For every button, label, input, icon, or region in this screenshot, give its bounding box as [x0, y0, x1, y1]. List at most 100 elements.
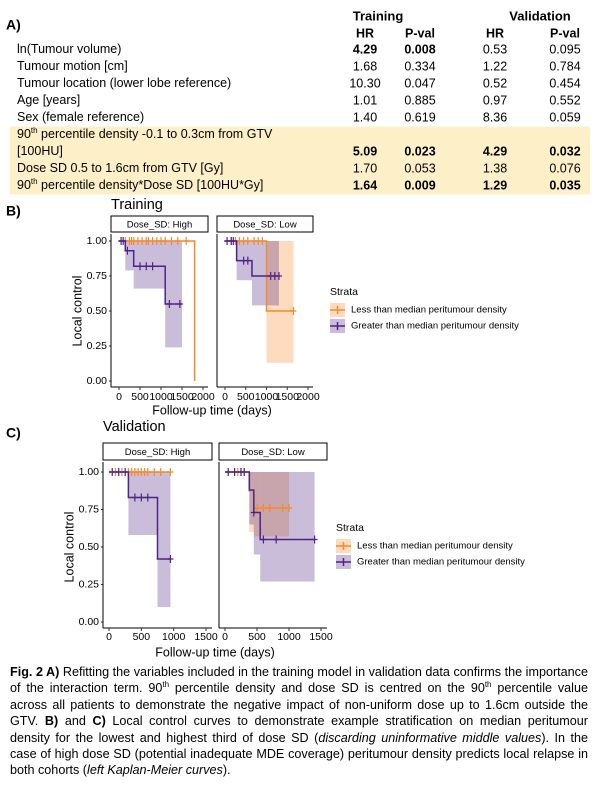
cell: 0.047	[404, 76, 435, 90]
censor-mark	[151, 468, 158, 476]
x-tick-label: 0	[106, 631, 112, 643]
censor-mark	[168, 237, 175, 245]
caption-text: discarding uninformative middle values	[318, 730, 542, 745]
censor-mark	[273, 535, 280, 544]
censor-mark	[279, 504, 286, 512]
censor-mark	[241, 468, 248, 476]
y-tick-label: 0.50	[79, 541, 100, 553]
row-label-part: [100HU]	[17, 144, 63, 158]
y-axis-label: Local control	[62, 512, 76, 583]
cell: 0.619	[404, 110, 435, 124]
caption-text: percentile density and dose SD is centre…	[169, 681, 485, 696]
x-tick-label: 0	[222, 631, 228, 643]
y-tick-label: 0.50	[87, 305, 108, 317]
row-label-part: Sex (female reference)	[17, 110, 144, 124]
x-tick-label: 1500	[309, 631, 333, 643]
confidence-band	[128, 472, 158, 535]
facet-strip-label: Dose_SD: Low	[233, 220, 297, 231]
facet-strip-label: Dose_SD: High	[127, 220, 192, 231]
y-tick-label: 0.00	[87, 375, 108, 387]
legend-key-line	[330, 306, 345, 314]
censor-mark	[230, 237, 237, 245]
row-label-part: 90	[17, 178, 31, 192]
facet-strip	[216, 215, 314, 233]
censor-mark	[266, 504, 273, 512]
cell: 5.09	[353, 144, 377, 158]
censor-mark	[166, 300, 173, 308]
x-tick-label: 1000	[255, 391, 279, 403]
cell: 0.97	[483, 93, 507, 107]
facet-strip	[110, 215, 209, 233]
censor-mark	[254, 504, 260, 512]
legend-label: Less than median peritumour density	[351, 305, 507, 316]
group-header: Validation	[509, 8, 570, 23]
cell: 1.01	[353, 93, 377, 107]
row-label: Sex (female reference)	[17, 110, 144, 124]
row-highlight	[10, 177, 590, 195]
censor-mark	[260, 535, 267, 544]
row-label: Age [years]	[17, 93, 80, 107]
x-tick-label: 500	[131, 391, 149, 403]
caption: Fig. 2 A) Refitting the variables includ…	[10, 664, 588, 779]
cell: 0.885	[404, 93, 435, 107]
x-tick-label: 1500	[276, 391, 300, 403]
facet-strip-label: Dose_SD: High	[125, 447, 190, 458]
survival-curve	[119, 240, 182, 305]
caption-text: percentile value across all patients to …	[10, 681, 588, 729]
y-tick-label: 1.00	[87, 235, 108, 247]
x-tick-label: 1000	[149, 391, 173, 403]
caption-text: Local control curves to demonstrate exam…	[10, 714, 588, 745]
panel-title: Validation	[103, 419, 166, 435]
caption-text: th	[484, 680, 492, 690]
row-label: 90th percentile density*Dose SD [100HU*G…	[17, 177, 263, 193]
row-label-part: th	[31, 177, 38, 186]
y-tick-label: 0.00	[79, 616, 100, 628]
censor-mark	[290, 307, 297, 315]
column-header: P-val	[550, 26, 580, 40]
legend-key-line	[336, 558, 351, 566]
censor-mark	[120, 237, 127, 245]
row-label: 90th percentile density -0.1 to 0.3cm fr…	[17, 126, 273, 142]
row-label: [100HU]	[17, 144, 63, 158]
censor-mark	[143, 262, 150, 271]
caption-text: th	[162, 680, 170, 690]
cell: 1.29	[483, 178, 507, 192]
censor-mark	[137, 262, 143, 271]
x-tick-label: 500	[237, 391, 255, 403]
censor-mark	[275, 272, 282, 280]
group-header: Training	[353, 8, 404, 23]
cell: 10.30	[349, 76, 380, 90]
row-label-part: 90	[17, 127, 31, 141]
caption-text: left Kaplan-Meier curves	[87, 763, 223, 778]
highlight-layer	[10, 126, 590, 195]
censor-mark	[131, 493, 138, 502]
censor-mark	[115, 468, 122, 476]
row-label: Tumour motion [cm]	[17, 59, 128, 73]
cell: 4.29	[353, 42, 377, 56]
legend-key-line	[330, 322, 345, 330]
censor-mark	[259, 237, 266, 245]
panel-title: Training	[111, 197, 163, 213]
y-tick-label: 0.75	[87, 270, 108, 282]
confidence-band	[165, 241, 182, 348]
panel-label: B)	[6, 203, 21, 219]
x-tick-label: 1000	[162, 631, 186, 643]
x-tick-label: 0	[222, 391, 228, 403]
x-tick-label: 500	[248, 631, 266, 643]
panel-label: A)	[6, 17, 21, 33]
cell: 0.059	[549, 110, 580, 124]
facet-strip	[218, 442, 328, 461]
row-label-part: Age [years]	[17, 93, 80, 107]
row-highlight	[10, 160, 590, 178]
censor-mark	[162, 237, 169, 245]
row-label-part: ln(Tumour volume)	[17, 42, 121, 56]
facet-strip-label: Dose_SD: Low	[241, 447, 305, 458]
caption-text: C)	[92, 714, 106, 729]
x-axis-label: Follow-up time (days)	[152, 403, 271, 417]
censor-mark	[167, 468, 174, 476]
cell: 0.008	[404, 42, 435, 56]
row-label: Dose SD 0.5 to 1.6cm from GTV [Gy]	[17, 161, 223, 175]
censor-mark	[176, 300, 183, 308]
legend-label: Less than median peritumour density	[357, 541, 513, 552]
